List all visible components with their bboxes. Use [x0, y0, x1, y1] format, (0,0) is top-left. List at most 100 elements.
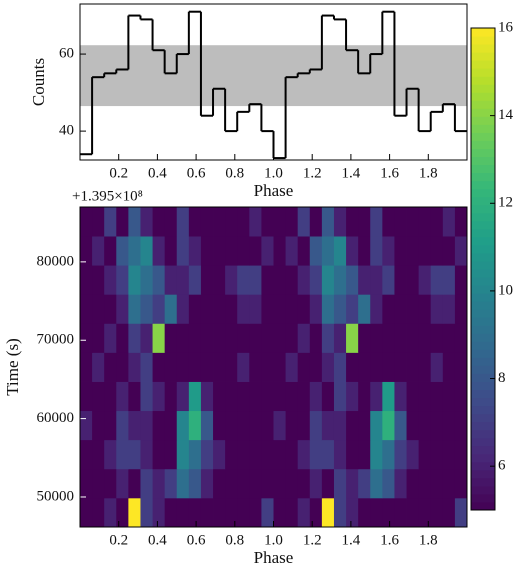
heatmap-cell [309, 265, 323, 295]
heatmap-cell [394, 265, 407, 295]
heatmap-cell [321, 497, 335, 528]
heatmap-cell [188, 294, 202, 324]
heatmap-cell [237, 497, 250, 528]
heatmap-cell [382, 207, 395, 237]
heatmap-cell [285, 323, 299, 353]
heatmap-cell [92, 497, 105, 528]
x-tick-label: 0.6 [187, 165, 206, 181]
heatmap-cell [152, 468, 166, 499]
heatmap-cell [140, 352, 153, 382]
heatmap-cell [116, 265, 129, 295]
heatmap-cell [418, 439, 432, 470]
heatmap-cell [358, 497, 371, 528]
heatmap-cell [370, 352, 383, 382]
colorbar-segment [471, 156, 495, 166]
heatmap-cell [442, 207, 456, 237]
x-tick-label: 0.6 [187, 532, 206, 548]
colorbar-tick-label: 6 [498, 458, 506, 474]
heatmap-cell [346, 323, 359, 353]
heatmap-cell [213, 265, 226, 295]
colorbar-segment [471, 349, 495, 358]
heatmap-cell [382, 381, 395, 412]
heatmap-cell [104, 381, 117, 412]
heatmap-cell [285, 381, 299, 412]
heatmap-cell [370, 468, 383, 499]
band [80, 45, 467, 107]
heatmap-cell [418, 352, 432, 382]
heatmap-cell [418, 265, 432, 295]
heatmap-cell [273, 294, 286, 324]
heatmap-cell [140, 236, 153, 266]
heatmap-cell [164, 410, 178, 441]
heatmap-cell [188, 468, 202, 499]
heatmap-cell [370, 439, 383, 470]
colorbar-segment [471, 309, 495, 318]
heatmap-cell [176, 294, 190, 324]
heatmap-cell [80, 468, 93, 499]
colorbar-segment [471, 108, 495, 117]
heatmap-cell [321, 381, 335, 412]
colorbar-segment [471, 164, 495, 174]
heatmap-cell [370, 323, 383, 353]
heatmap-cell [152, 323, 166, 353]
colorbar-segment [471, 357, 495, 366]
heatmap-cell [104, 265, 117, 295]
heatmap-cell [370, 497, 383, 528]
heatmap-cell [273, 265, 286, 295]
colorbar-tick-label: 8 [498, 370, 506, 386]
heatmap-cell [249, 381, 262, 412]
heatmap-cell [200, 265, 214, 295]
heatmap-cell [128, 468, 141, 499]
heatmap-cell [406, 410, 420, 441]
heatmap-cell [249, 468, 262, 499]
colorbar-segment [471, 44, 495, 53]
heatmap-cell [188, 352, 202, 382]
heatmap-cell [176, 410, 190, 441]
colorbar-segment [471, 389, 495, 399]
heatmap-cell [104, 468, 117, 499]
x-tick-label: 1.4 [342, 165, 361, 181]
heatmap-cell [273, 236, 286, 266]
heatmap-cell [249, 352, 262, 382]
heatmap-cell [454, 381, 468, 412]
heatmap-cell [140, 410, 153, 441]
heatmap-cell [140, 207, 153, 237]
x-tick-label: 1.6 [380, 532, 399, 548]
y-tick-label: 50000 [37, 488, 75, 504]
heatmap-cell [225, 410, 238, 441]
colorbar-segment [471, 84, 495, 93]
heatmap-cell [128, 381, 141, 412]
heatmap-cell [418, 381, 432, 412]
x-tick-label: 0.2 [109, 165, 128, 181]
heatmap-cell [321, 352, 335, 382]
heatmap-cell [346, 352, 359, 382]
heatmap-cell [80, 323, 93, 353]
heatmap-cell [370, 410, 383, 441]
heatmap-cell [116, 323, 129, 353]
heatmap-cell [80, 352, 93, 382]
heatmap-cell [309, 497, 323, 528]
heatmap-cell [92, 439, 105, 470]
heatmap-cell [346, 265, 359, 295]
colorbar-segment [471, 196, 495, 206]
heatmap-cell [418, 468, 432, 499]
heatmap-cell [225, 439, 238, 470]
heatmap-cell [321, 410, 335, 441]
heatmap-cell [454, 497, 468, 528]
x-tick-label: 0.8 [225, 165, 244, 181]
heatmap-cell [225, 265, 238, 295]
heatmap-cell [128, 497, 141, 528]
colorbar-tick-label: 12 [498, 195, 513, 211]
colorbar-segment [471, 76, 495, 85]
x-tick-label: 1.6 [380, 165, 399, 181]
heatmap-cell [297, 468, 311, 499]
colorbar-segment [471, 132, 495, 141]
heatmap-cell [406, 468, 420, 499]
heatmap-cell [128, 323, 141, 353]
heatmap-cell [116, 381, 129, 412]
heatmap-cell [176, 439, 190, 470]
colorbar-segment [471, 429, 495, 439]
heatmap-cell [406, 439, 420, 470]
heatmap-cell [309, 410, 323, 441]
heatmap-cell [128, 352, 141, 382]
